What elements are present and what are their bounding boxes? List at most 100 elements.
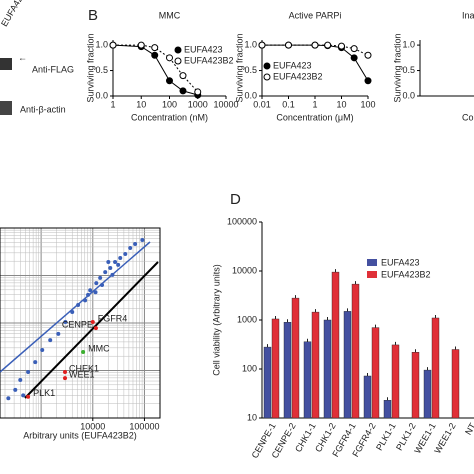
x-axis-label: Co [462,112,474,122]
legend-marker [174,57,182,65]
point [194,88,202,96]
highlight-point [81,350,86,355]
x-axis-label: Concentration (μM) [276,112,353,122]
blot-label: Anti-β-actin [20,104,66,114]
y-tick-label: 0.0 [402,90,415,100]
y-tick-label: 0.5 [244,65,257,75]
point [63,319,68,324]
point [140,237,145,242]
panel-label: B [88,7,98,24]
bar [271,318,280,419]
point [108,265,113,270]
plot-frame [0,227,161,419]
highlight-label: CHEK1 [69,363,99,373]
point [137,41,145,49]
y-tick-label: 1.0 [95,39,108,49]
point [6,396,11,401]
x-tick-label: 10 [136,99,146,109]
point [166,77,173,85]
point [113,260,118,265]
point [128,245,133,250]
x-tick-label: 0.1 [282,99,295,109]
point [21,393,26,398]
highlight-point [63,376,68,381]
highlight-label: FGFR4 [98,313,128,323]
y-tick-label: 1.0 [244,39,257,49]
blot-label: Anti-FLAG [32,64,74,74]
x-tick-label: 10000 [80,421,105,431]
point [311,41,319,49]
y-tick-label: 0.5 [95,65,108,75]
bar [311,311,320,419]
x-axis-label: Arbitrary units (EUFA423B2) [23,430,137,440]
legend-label: EUFA423B2 [184,55,234,65]
panel-label: D [230,191,241,208]
point [56,331,61,336]
point [364,51,372,59]
y-tick-label: 0.0 [95,90,108,100]
bar [343,311,352,419]
point [350,54,358,62]
legend-label: EUFA423 [184,44,223,54]
point [285,41,292,49]
legend-marker [263,62,271,70]
y-axis-label: Cell viability (Arbitrary units) [211,264,221,376]
point [179,87,187,95]
bar [351,283,360,419]
highlight-point [93,326,98,331]
y-tick-label: 0.0 [244,90,257,100]
point [13,387,18,392]
point [324,41,332,49]
bar [371,327,380,419]
bar [303,341,312,419]
highlight-label: WEE1 [69,370,95,380]
fit-line [0,241,151,373]
bar [431,317,440,419]
blot-band [0,101,12,115]
bar [423,369,432,419]
y-tick-label: 10000 [232,265,257,275]
legend-marker [263,73,271,81]
legend-label: EUFA423 [381,257,420,267]
point [88,288,93,293]
bar [383,400,392,419]
bar [331,271,340,419]
highlight-label: PLK1 [33,388,55,398]
x-tick-label: 10 [336,99,346,109]
bar [291,297,300,419]
x-tick-label: 1000 [188,99,208,109]
point [109,41,117,49]
point [151,51,159,59]
point [40,348,45,353]
x-tick-label: 100 [162,99,177,109]
bar [363,375,372,419]
legend-label: EUFA423B2 [273,71,323,81]
fit-line [24,261,159,399]
point [116,262,121,267]
bar [323,319,332,419]
bar [391,344,400,419]
legend-swatch [367,271,377,278]
point [123,252,128,257]
point [118,256,123,261]
point [364,77,372,85]
series-line [113,44,199,93]
y-tick-label: 100 [242,363,257,373]
y-tick-label: 1000 [237,314,257,324]
highlight-point [90,319,95,324]
point [103,270,108,275]
y-tick-label: 10 [247,412,257,422]
x-tick-label: NT [463,421,474,437]
legend-marker [174,46,182,54]
point [94,281,99,286]
y-tick-label: 100000 [227,216,257,226]
legend-swatch [367,259,377,266]
y-axis-label: Surviving fraction [85,33,95,102]
y-tick-label: 1.0 [402,39,415,49]
point [98,275,103,280]
bar [451,349,460,419]
legend-label: EUFA423B2 [381,269,431,279]
point [338,42,345,50]
y-tick-label: 0.5 [402,65,415,75]
